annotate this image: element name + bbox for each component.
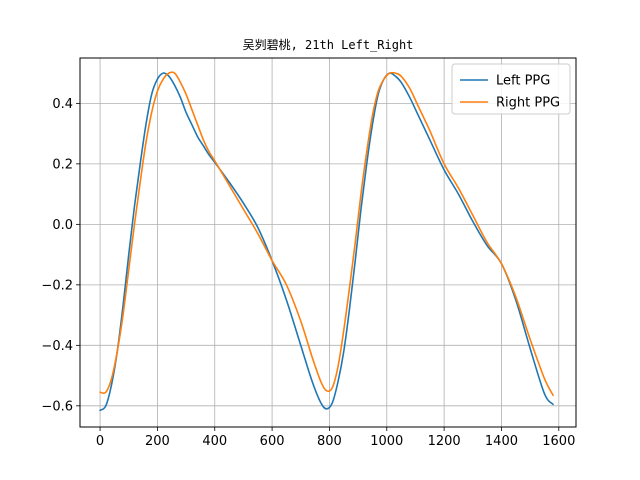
axis-ticks: 0 200 400 600 800 1000 1200 1400 1600 −0.6 −0.4 −0.… (41, 97, 575, 449)
series-line-right-ppg (99, 71, 554, 397)
grid (80, 58, 576, 427)
y-tick-label: 0.0 (52, 218, 73, 233)
y-tick-label: −0.6 (41, 399, 73, 414)
x-tick-label: 800 (317, 434, 342, 449)
plot-frame (79, 57, 577, 428)
x-tick-label: 1600 (542, 434, 575, 449)
legend-label: Left PPG (496, 74, 550, 89)
y-tick-label: 0.2 (52, 157, 73, 172)
x-tick-label: 400 (202, 434, 227, 449)
series-line-left-ppg (99, 72, 554, 412)
x-tick-label: 1000 (370, 434, 403, 449)
chart-title: 吴刿碧桃, 21th Left_Right (243, 37, 414, 52)
y-tick-label: 0.4 (52, 97, 73, 112)
x-tick-label: 200 (145, 434, 170, 449)
y-tick-label: −0.4 (41, 339, 73, 354)
series-lines (99, 71, 554, 412)
x-tick-label: 600 (260, 434, 285, 449)
y-tick-label: −0.2 (41, 278, 73, 293)
x-tick-label: 1400 (485, 434, 518, 449)
legend: Left PPG Right PPG (451, 63, 571, 115)
legend-label: Right PPG (496, 96, 560, 111)
x-tick-label: 0 (96, 434, 104, 449)
x-tick-label: 1200 (428, 434, 461, 449)
